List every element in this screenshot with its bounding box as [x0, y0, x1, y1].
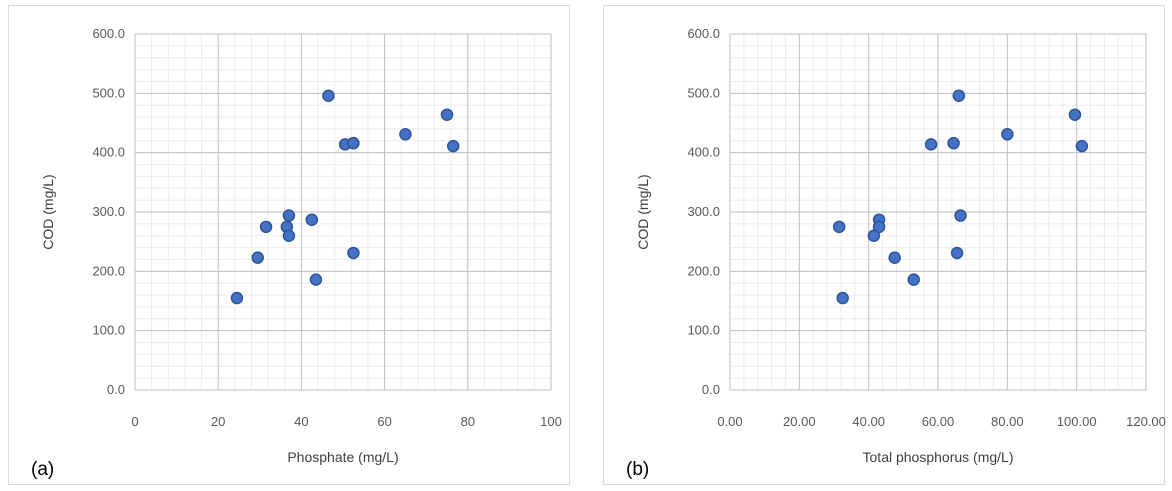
- y-tick-label: 400.0: [92, 145, 125, 160]
- data-point: [954, 209, 967, 222]
- data-points: [230, 89, 460, 305]
- y-tick-label: 200.0: [687, 263, 720, 278]
- scatter-chart-phosphate: 0.0 100.0 200.0 300.0 400.0 500.0 600.0 0 20 40 6…: [31, 26, 562, 480]
- data-point: [952, 89, 966, 102]
- x-tick-label: 0: [131, 414, 138, 429]
- major-gridlines: [134, 33, 552, 391]
- data-point: [832, 220, 846, 234]
- data-point: [872, 220, 886, 234]
- data-point: [347, 246, 360, 260]
- y-tick-label: 600.0: [92, 26, 125, 41]
- y-tick-label: 500.0: [92, 85, 125, 100]
- y-tick-label: 0.0: [107, 382, 125, 397]
- data-point: [230, 291, 244, 305]
- y-axis-title: COD (mg/L): [40, 174, 56, 249]
- panel-label: (b): [626, 459, 649, 480]
- data-point: [282, 229, 296, 242]
- y-tick-label: 400.0: [687, 145, 720, 160]
- data-point: [907, 273, 920, 286]
- data-point: [1075, 139, 1089, 153]
- x-tick-label: 0.00: [717, 414, 742, 429]
- scatter-chart-total-phosphorus: 0.0 100.0 200.0 300.0 400.0 500.0 600.0 0.00 20…: [626, 26, 1166, 480]
- panel-label: (a): [31, 459, 54, 480]
- x-axis-title: Total phosphorus (mg/L): [863, 449, 1014, 465]
- x-tick-label: 120.00: [1126, 414, 1166, 429]
- data-point: [950, 246, 964, 260]
- y-axis-tick-labels: 0.0 100.0 200.0 300.0 400.0 500.0 600.0: [687, 26, 720, 397]
- x-tick-label: 80: [461, 414, 475, 429]
- y-tick-label: 600.0: [687, 26, 720, 41]
- data-point: [322, 89, 335, 102]
- data-point: [309, 273, 323, 286]
- chart-panel-a: 0.0 100.0 200.0 300.0 400.0 500.0 600.0 0 20 40 6…: [8, 5, 570, 485]
- y-tick-label: 100.0: [687, 323, 720, 338]
- x-tick-label: 40.00: [852, 414, 885, 429]
- y-tick-label: 200.0: [92, 263, 125, 278]
- data-point: [282, 209, 296, 222]
- data-point: [399, 128, 412, 141]
- data-point: [305, 213, 319, 226]
- x-axis-tick-labels: 0.00 20.00 40.00 60.00 80.00 100.00 120.00: [717, 414, 1166, 429]
- x-axis-title: Phosphate (mg/L): [287, 449, 398, 465]
- y-tick-label: 300.0: [687, 204, 720, 219]
- y-tick-label: 100.0: [92, 323, 125, 338]
- data-point: [440, 108, 454, 121]
- x-tick-label: 60.00: [922, 414, 955, 429]
- y-axis-title: COD (mg/L): [635, 174, 651, 249]
- x-tick-label: 100.00: [1057, 414, 1097, 429]
- data-point: [446, 139, 460, 153]
- x-axis-tick-labels: 0 20 40 60 80 100: [131, 414, 561, 429]
- data-points: [832, 89, 1089, 305]
- y-tick-label: 0.0: [702, 382, 720, 397]
- x-tick-label: 100: [540, 414, 562, 429]
- data-point: [1001, 128, 1014, 141]
- y-tick-label: 300.0: [92, 204, 125, 219]
- data-point: [347, 136, 360, 150]
- y-tick-label: 500.0: [687, 85, 720, 100]
- x-tick-label: 20.00: [783, 414, 816, 429]
- data-point: [251, 251, 264, 264]
- x-tick-label: 60: [377, 414, 391, 429]
- data-point: [947, 136, 960, 150]
- data-point: [259, 220, 273, 234]
- x-tick-label: 80.00: [991, 414, 1024, 429]
- x-tick-label: 20: [211, 414, 225, 429]
- data-point: [836, 291, 849, 305]
- data-point: [924, 138, 938, 151]
- data-point: [888, 251, 901, 264]
- major-gridlines: [729, 33, 1147, 391]
- x-tick-label: 40: [294, 414, 308, 429]
- data-point: [1068, 108, 1082, 121]
- chart-panel-b: 0.0 100.0 200.0 300.0 400.0 500.0 600.0 0.00 20…: [603, 5, 1166, 485]
- y-axis-tick-labels: 0.0 100.0 200.0 300.0 400.0 500.0 600.0: [92, 26, 125, 397]
